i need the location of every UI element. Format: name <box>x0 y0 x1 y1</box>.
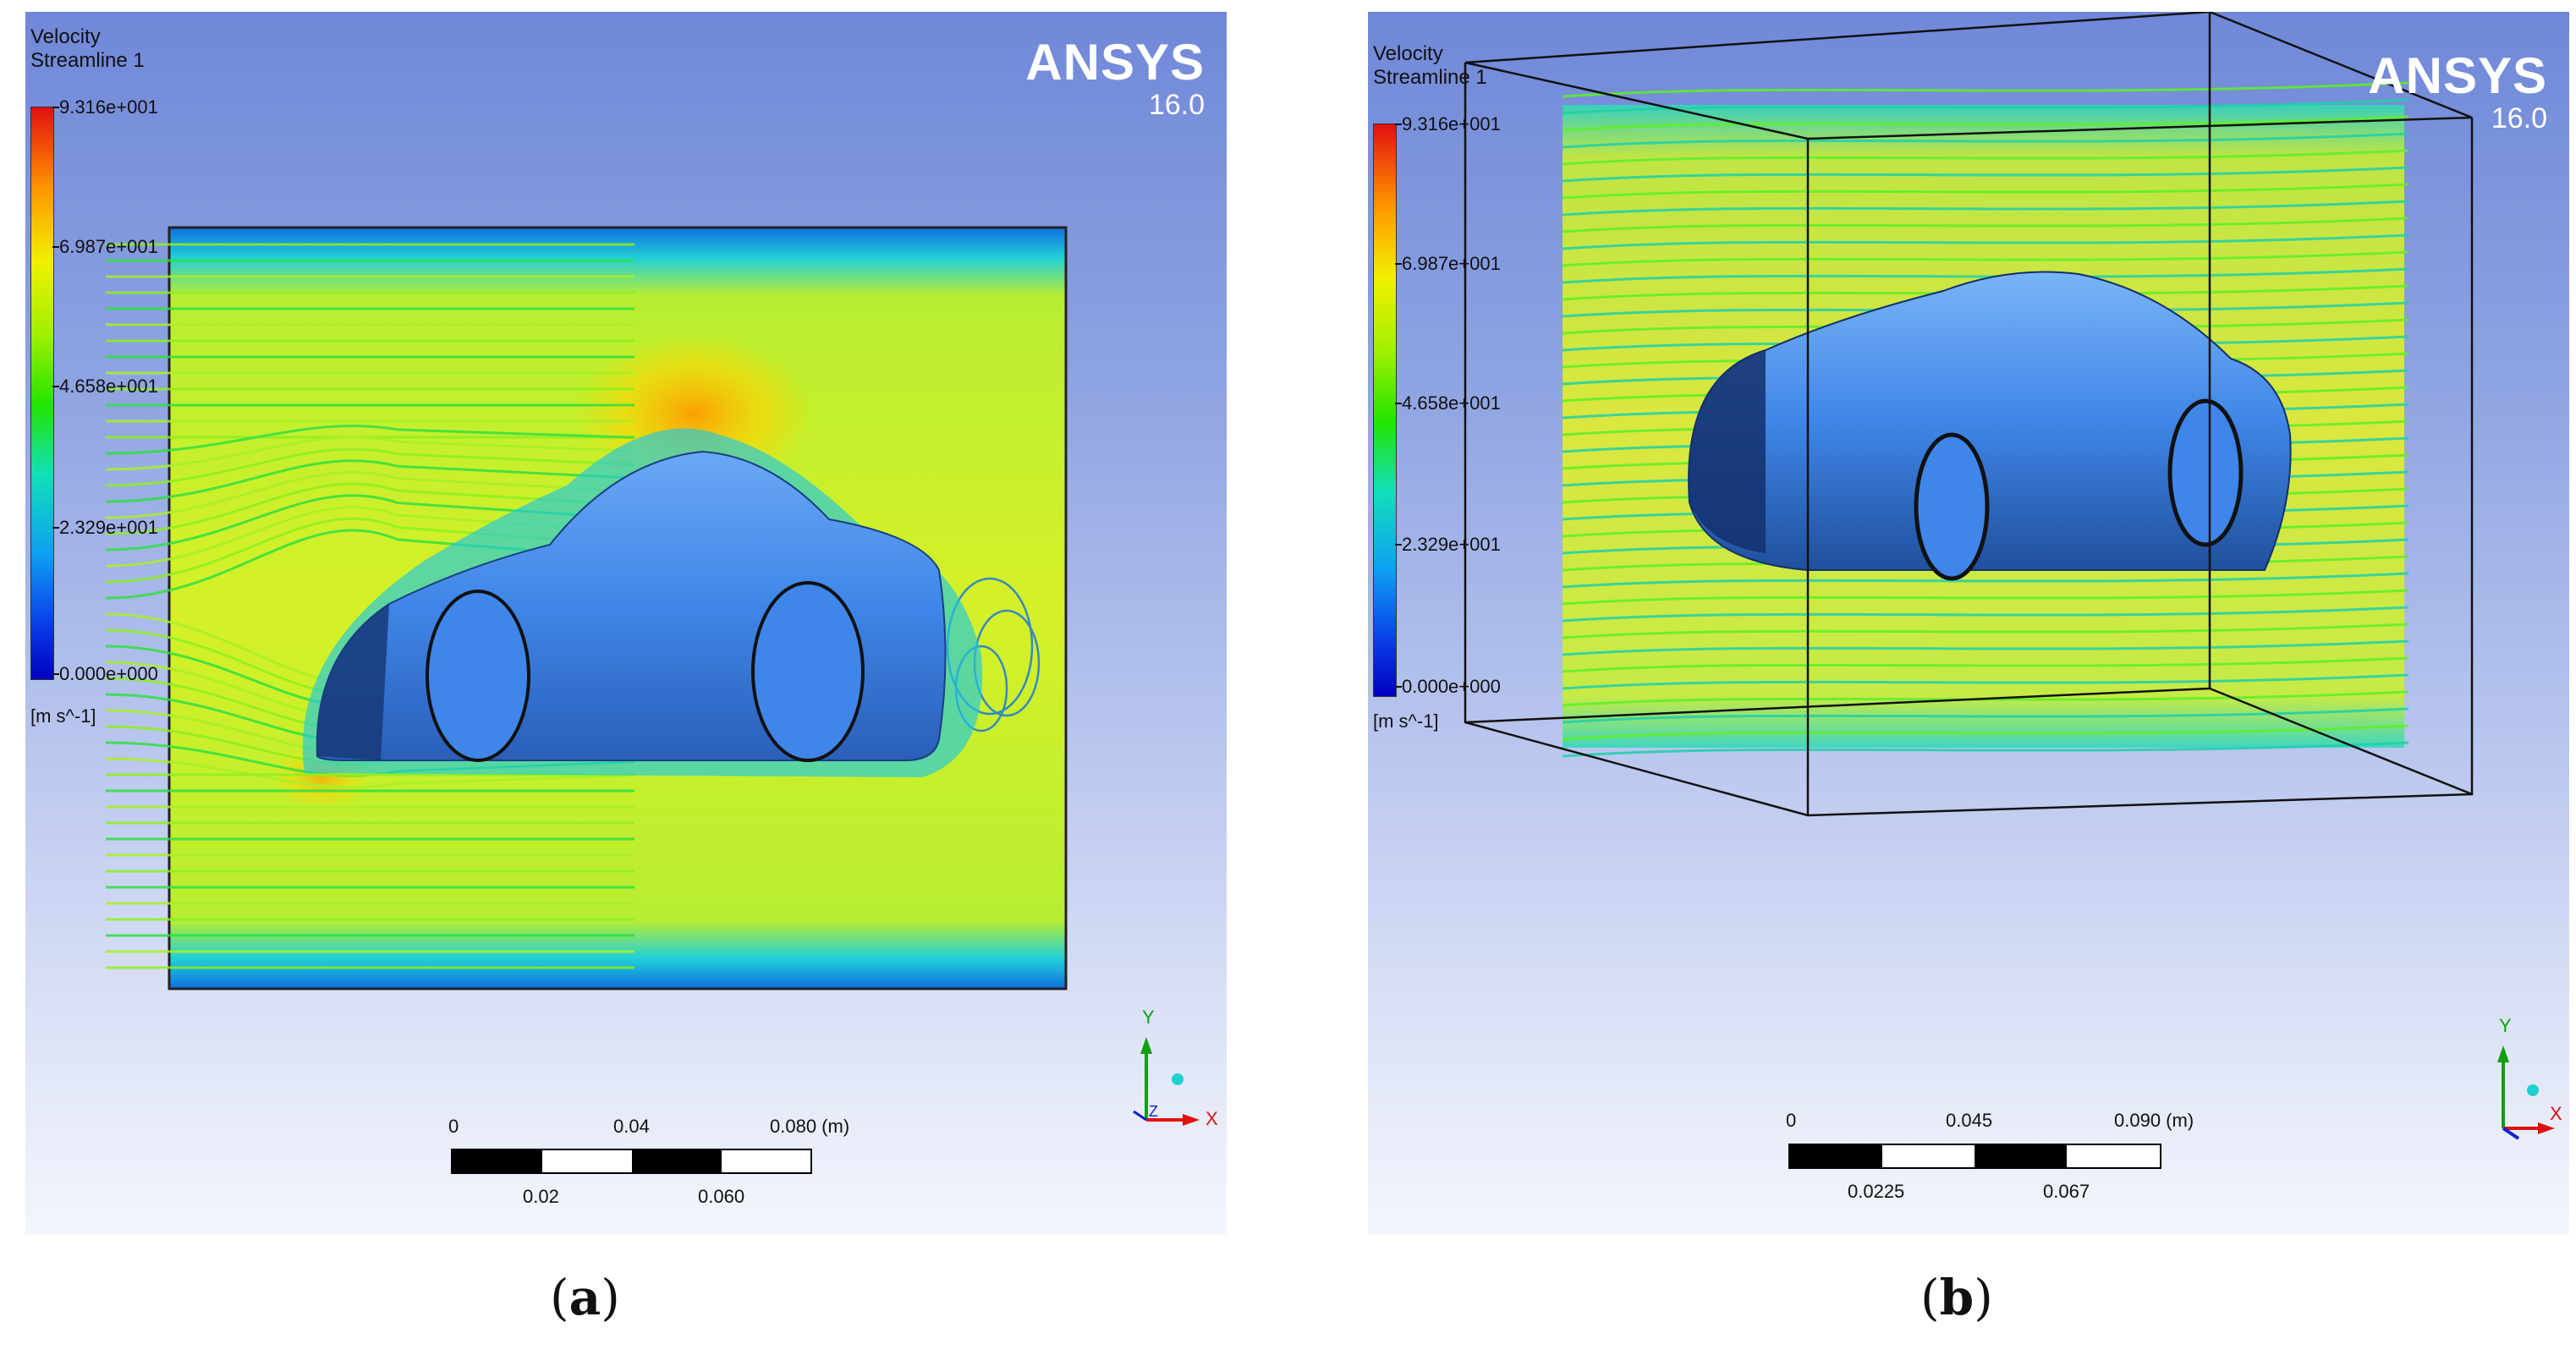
streamline <box>1562 115 2409 132</box>
front-wheel <box>426 590 530 762</box>
streamline <box>1562 639 2409 656</box>
streamline-view-b <box>1464 12 2555 1140</box>
brand-version: 16.0 <box>1148 89 1205 121</box>
car-body-3d <box>1688 271 2292 571</box>
streamline <box>105 447 635 487</box>
streamline <box>1562 623 2409 639</box>
streamline <box>1562 741 2409 758</box>
streamline <box>105 517 635 584</box>
domain-bounding-box <box>1464 12 2474 817</box>
axis-triad-b <box>2497 1045 2555 1140</box>
legend-unit-a: [m s^-1] <box>30 705 96 727</box>
legend-subtitle: Streamline 1 <box>1373 66 1487 89</box>
caption-letter: b <box>1939 1269 1975 1326</box>
axis-label-z: Z <box>1149 1103 1158 1120</box>
scale-label-q1: 0.02 <box>523 1186 559 1207</box>
streamline <box>1562 250 2409 267</box>
scale-bar-b <box>1788 1144 2161 1169</box>
cfd-panel-a: Velocity Streamline 1 9.316e+001 6.987e+… <box>25 12 1227 1235</box>
scale-label-mid: 0.045 <box>1946 1110 1993 1131</box>
axis-triad-a <box>1133 1037 1200 1126</box>
axis-label-x: X <box>2550 1103 2562 1124</box>
rear-wheel <box>751 581 865 762</box>
brand-name: ANSYS <box>2368 47 2547 104</box>
legend-subtitle: Streamline 1 <box>30 49 145 72</box>
streamline <box>1562 656 2409 673</box>
scale-label-q3: 0.067 <box>2043 1181 2090 1202</box>
streamline <box>1562 707 2409 724</box>
scale-label-q3: 0.060 <box>698 1186 745 1207</box>
legend-tick-3: 4.658e+001 <box>52 376 158 397</box>
legend-title-b: Velocity Streamline 1 <box>1373 42 1487 90</box>
caption-b: (b) <box>1920 1269 1993 1326</box>
front-wheel-3d <box>1914 432 1990 581</box>
streamline <box>105 757 635 789</box>
ansys-logo-a: ANSYS 16.0 <box>1025 34 1205 121</box>
rear-wheel-3d <box>2167 398 2244 547</box>
legend-unit-b: [m s^-1] <box>1373 710 1439 732</box>
streamline <box>105 425 635 455</box>
scale-label-mid: 0.04 <box>613 1116 650 1137</box>
cfd-panel-b: Velocity Streamline 1 9.316e+001 6.987e+… <box>1368 12 2569 1235</box>
streamline <box>1562 217 2409 233</box>
ansys-logo-b: ANSYS 16.0 <box>2368 49 2547 134</box>
streamline-view-a <box>105 226 1200 1126</box>
axis-label-x: X <box>1206 1108 1218 1129</box>
legend-quantity: Velocity <box>1373 42 1443 65</box>
scale-label-0: 0 <box>448 1116 459 1137</box>
streamline <box>1562 200 2409 217</box>
legend-tick-3: 4.658e+001 <box>1395 392 1501 414</box>
streamline <box>1562 132 2409 149</box>
scale-label-q1: 0.0225 <box>1848 1181 1905 1202</box>
streamline <box>1562 233 2409 250</box>
legend-tick-2: 6.987e+001 <box>1395 253 1501 274</box>
axis-label-y: Y <box>2499 1015 2512 1036</box>
legend-tick-max: 9.316e+001 <box>52 96 158 118</box>
caption-letter: a <box>568 1269 601 1326</box>
streamline <box>105 506 635 568</box>
scale-label-end: 0.080 (m) <box>770 1116 850 1137</box>
streamline <box>1562 149 2409 166</box>
brand-version: 16.0 <box>2491 102 2547 134</box>
streamline <box>105 436 635 471</box>
streamline <box>1562 166 2409 183</box>
streamline <box>1562 673 2409 690</box>
streamline <box>1562 183 2409 200</box>
streamline <box>1562 98 2409 115</box>
legend-tick-2: 6.987e+001 <box>52 236 158 257</box>
streamline <box>105 459 635 503</box>
legend-quantity: Velocity <box>30 25 101 48</box>
streamline <box>105 494 635 551</box>
streamline <box>105 529 635 600</box>
streamline <box>1562 690 2409 707</box>
streamline <box>1562 572 2409 589</box>
scale-label-end: 0.090 (m) <box>2114 1110 2194 1131</box>
legend-tick-4: 2.329e+001 <box>1395 534 1501 555</box>
scale-bar-a <box>451 1149 812 1174</box>
legend-tick-4: 2.329e+001 <box>52 517 158 538</box>
streamline <box>1562 81 2409 98</box>
axis-label-y: Y <box>1142 1007 1155 1028</box>
streamline <box>105 470 635 519</box>
caption-a: (a) <box>550 1269 620 1326</box>
streamline <box>1562 606 2409 623</box>
brand-name: ANSYS <box>1025 34 1205 91</box>
legend-tick-min: 0.000e+000 <box>52 663 158 684</box>
legend-tick-max: 9.316e+001 <box>1395 113 1501 134</box>
legend-title-a: Velocity Streamline 1 <box>30 25 145 73</box>
streamline <box>1562 724 2409 741</box>
streamline <box>105 482 635 535</box>
scale-label-0: 0 <box>1786 1110 1797 1131</box>
velocity-color-bar-a <box>30 107 54 680</box>
legend-tick-min: 0.000e+000 <box>1395 676 1501 697</box>
streamline <box>1562 267 2409 284</box>
velocity-color-bar-b <box>1373 123 1397 697</box>
streamline <box>1562 589 2409 606</box>
